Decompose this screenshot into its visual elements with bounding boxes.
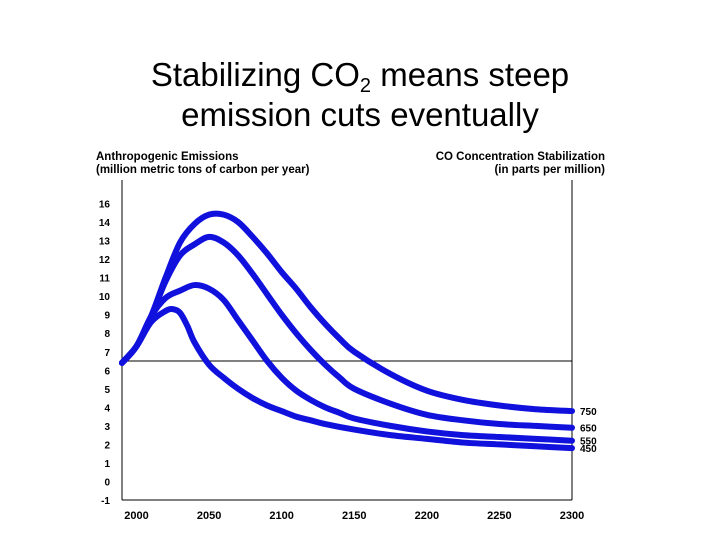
y-tick-label: 3 [104,422,110,433]
slide-title: Stabilizing CO2 means steep emission cut… [0,55,720,135]
y-tick-label: 14 [99,218,111,229]
series-label-750: 750 [580,407,597,418]
x-tick-label: 2250 [487,510,511,522]
title-text-co: Stabilizing CO [150,56,360,93]
series-label-450: 450 [580,444,597,455]
title-subscript-2: 2 [359,75,372,97]
x-tick-label: 2050 [197,510,221,522]
y-tick-label: 0 [104,477,110,488]
y-tick-label: 1 [104,459,110,470]
y-tick-label: 11 [99,274,110,285]
y-tick-label: 5 [104,385,110,396]
y-tick-label: 4 [104,403,110,414]
legend-title-line-1: CO Concentration Stabilization [436,151,605,163]
series-line-450 [119,306,575,452]
series-line-650 [119,233,575,431]
title-line-2: emission cuts eventually [181,96,539,133]
y-tick-label: 13 [99,237,111,248]
x-tick-label: 2000 [124,510,148,522]
y-tick-label: 12 [99,255,111,266]
legend-title-line-2: (in parts per million) [494,164,605,176]
title-line-1: Stabilizing CO2 means steep [0,55,720,97]
title-text-means-steep: means steep [371,56,570,93]
x-tick-label: 2300 [560,510,584,522]
series-label-550: 550 [580,437,597,448]
y-tick-label: 16 [99,200,111,211]
x-tick-label: 2100 [269,510,293,522]
y-tick-label: 2 [104,440,110,451]
y-tick-label: 8 [104,329,110,340]
y-tick-label: -1 [101,496,110,507]
series-label-650: 650 [580,424,597,435]
y-tick-label: 7 [104,348,110,359]
y-tick-label: 10 [99,292,111,303]
series-line-750 [119,210,575,415]
y-tick-label: 6 [104,366,110,377]
x-tick-label: 2200 [415,510,439,522]
y-axis-label-line-2: (million metric tons of carbon per year) [96,164,310,176]
y-axis-label-line-1: Anthropogenic Emissions [96,151,239,163]
series-line-550 [119,282,575,444]
x-tick-label: 2150 [342,510,366,522]
y-tick-label: 9 [104,311,110,322]
